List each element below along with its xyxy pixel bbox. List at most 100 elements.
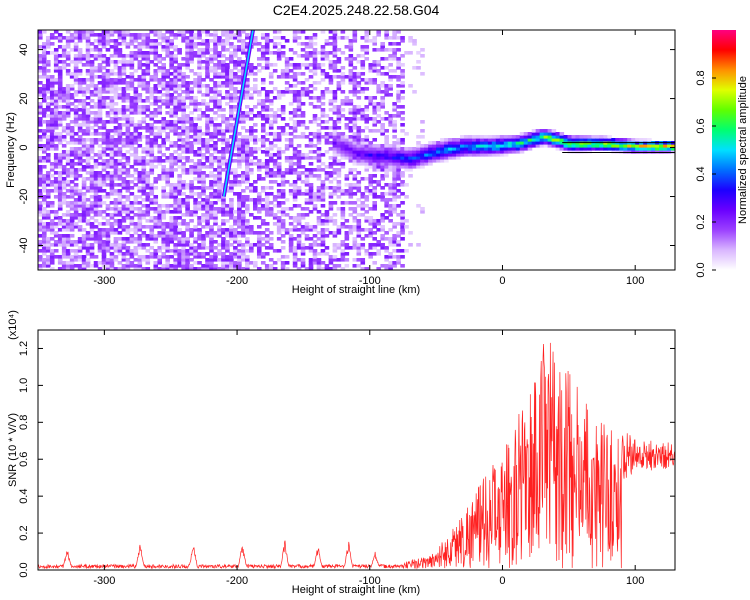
spectrogram-cell — [643, 147, 648, 151]
spectrogram-cell — [217, 258, 222, 262]
spectrogram-cell — [304, 177, 310, 181]
spectrogram-cell — [268, 210, 274, 214]
spectrogram-cell — [316, 99, 322, 103]
spectrogram-cell — [77, 51, 83, 55]
spectrogram-cell — [145, 267, 151, 270]
spectrogram-cell — [324, 210, 330, 214]
spectrogram-cell — [89, 246, 95, 250]
spectrogram-cell — [320, 153, 326, 157]
spectrogram-cell — [284, 261, 290, 265]
spectrogram-cell — [145, 153, 151, 157]
spectrogram-cell — [260, 243, 266, 247]
spectrogram-cell — [189, 30, 194, 34]
spectrogram-cell — [73, 177, 79, 181]
spectrogram-cell — [252, 156, 258, 160]
spectrogram-cell — [396, 204, 401, 208]
spectrogram-cell — [591, 144, 596, 148]
spectrogram-cell — [221, 129, 226, 133]
spectrogram-cell — [113, 237, 119, 241]
spectrogram-cell — [563, 138, 569, 142]
spectrogram-cell — [189, 231, 194, 235]
spectrogram-cell — [237, 234, 242, 238]
spectrogram-cell — [97, 213, 103, 217]
spectrogram-cell — [304, 171, 310, 175]
spectrogram-cell — [264, 264, 270, 268]
spectrogram-cell — [149, 45, 155, 49]
spectrogram-cell — [189, 183, 194, 187]
spectrogram-cell — [53, 177, 59, 181]
spectrogram-cell — [209, 225, 214, 229]
spectrogram-cell — [225, 240, 230, 244]
spectrogram-cell — [145, 204, 151, 208]
spectrogram-cell — [308, 174, 314, 178]
spectrogram-cell — [181, 165, 186, 169]
spectrogram-cell — [607, 147, 612, 151]
spectrogram-cell — [280, 36, 286, 40]
spectrogram-cell — [173, 126, 178, 130]
spectrogram-cell — [217, 174, 222, 178]
spectrogram-cell — [113, 255, 119, 259]
spectrogram-cell — [97, 105, 103, 109]
spectrogram-cell — [276, 156, 282, 160]
spectrogram-cell — [300, 72, 306, 76]
spectrogram-cell — [268, 192, 274, 196]
spectrogram-cell — [471, 144, 477, 148]
spectrogram-cell — [237, 90, 242, 94]
spectrogram-cell — [316, 129, 322, 133]
spectrogram-cell — [57, 87, 63, 91]
spectrogram-cell — [336, 117, 342, 121]
spectrogram-cell — [209, 240, 214, 244]
spectrogram-cell — [185, 213, 190, 217]
spectrogram-cell — [348, 171, 354, 175]
spectrogram-cell — [229, 57, 234, 61]
spectrogram-cell — [344, 246, 350, 250]
spectrogram-cell — [221, 195, 226, 199]
spectrogram-cell — [288, 159, 294, 163]
spectrogram-cell — [241, 246, 246, 250]
spectrogram-cell — [89, 147, 95, 151]
spectrogram-cell — [217, 63, 222, 67]
spectrogram-cell — [153, 30, 159, 34]
spectrogram-cell — [288, 240, 294, 244]
spectrogram-cell — [396, 99, 401, 103]
spectrogram-cell — [53, 165, 59, 169]
spectrogram-cell — [97, 108, 103, 112]
spectrogram-cell — [89, 99, 95, 103]
spectrogram-cell — [125, 99, 131, 103]
spectrogram-cell — [201, 216, 206, 220]
spectrogram-cell — [117, 198, 123, 202]
spectrogram-cell — [38, 174, 43, 178]
spectrogram-cell — [38, 111, 43, 115]
spectrogram-cell — [137, 93, 143, 97]
spectrogram-cell — [241, 111, 246, 115]
spectrogram-cell — [384, 201, 389, 205]
spectrogram-cell — [372, 111, 378, 115]
spectrogram-cell — [280, 150, 286, 154]
spectrogram-cell — [73, 150, 79, 154]
spectrogram-cell — [97, 57, 103, 61]
spectrogram-cell — [129, 111, 135, 115]
spectrogram-cell — [197, 81, 202, 85]
spectrogram-cell — [388, 120, 393, 124]
spectrogram-cell — [217, 252, 222, 256]
spectrogram-cell — [45, 144, 51, 148]
spectrogram-cell — [237, 216, 242, 220]
spectrogram-cell — [105, 30, 111, 34]
spectrogram-cell — [340, 162, 346, 166]
spectrogram-cell — [149, 201, 155, 205]
spectrogram-cell — [45, 114, 51, 118]
spectrogram-cell — [153, 261, 159, 265]
spectrogram-cell — [225, 246, 230, 250]
spectrogram-cell — [380, 216, 385, 220]
spectrogram-cell — [276, 132, 282, 136]
spectrogram-cell — [304, 201, 310, 205]
spectrogram-cell — [252, 204, 258, 208]
spectrogram-cell — [316, 132, 322, 136]
spectrogram-cell — [233, 114, 238, 118]
spectrogram-cell — [221, 96, 226, 100]
spectrogram-cell — [316, 66, 322, 70]
spectrogram-cell — [93, 183, 99, 187]
spectrogram-cell — [177, 189, 182, 193]
spectrogram-cell — [121, 207, 127, 211]
spectrogram-cell — [81, 36, 87, 40]
